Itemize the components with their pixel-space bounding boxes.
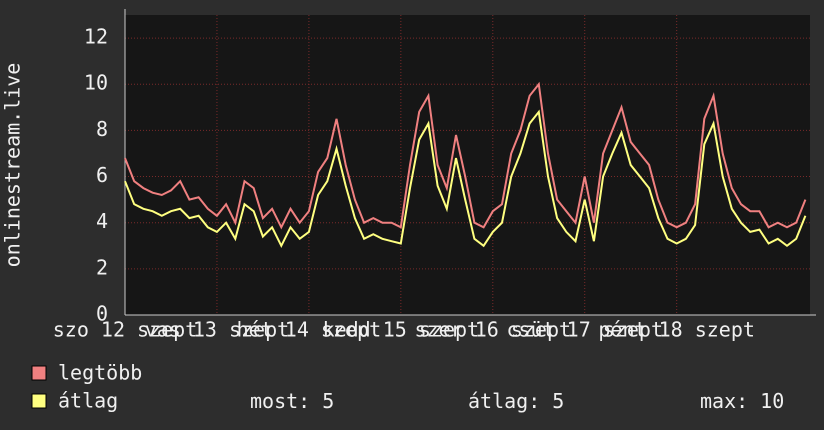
stat: átlag: 5	[468, 389, 564, 413]
x-tick-label: pént 18 szept	[598, 318, 755, 342]
stat-value: 5	[552, 389, 564, 413]
y-tick-label: 4	[96, 209, 108, 233]
stat-value: 5	[322, 389, 334, 413]
y-tick-label: 10	[84, 71, 108, 95]
stat: max: 10	[700, 389, 784, 413]
y-tick-label: 0	[96, 302, 108, 326]
y-axis-label: onlinestream.live	[1, 63, 25, 268]
legend-swatch	[31, 365, 47, 381]
plot-area	[125, 15, 810, 315]
series-line	[124, 81, 807, 230]
stat-label: átlag:	[468, 389, 540, 413]
stat-value: 10	[760, 389, 784, 413]
stat-label: most:	[250, 389, 310, 413]
y-tick-label: 2	[96, 255, 108, 279]
x-tick-label: vas 13 szept	[145, 318, 290, 342]
legend-label: legtöbb	[58, 361, 142, 385]
y-tick-label: 8	[96, 117, 108, 141]
y-tick-label: 6	[96, 163, 108, 187]
stat-label: max:	[700, 389, 748, 413]
legend-label: átlag	[58, 389, 118, 413]
x-tick-label: csüt 17 szept	[506, 318, 663, 342]
series-line	[124, 109, 807, 249]
stat: most: 5	[250, 389, 334, 413]
y-tick-label: 12	[84, 25, 108, 49]
x-tick-label: szer 16 szept	[415, 318, 572, 342]
x-tick-label: hét 14 szept	[237, 318, 382, 342]
marks	[124, 81, 807, 249]
x-tick-label: kedd 15 szept	[323, 318, 480, 342]
legend-swatch	[31, 393, 47, 409]
x-tick-label: szo 12 szept	[53, 318, 198, 342]
